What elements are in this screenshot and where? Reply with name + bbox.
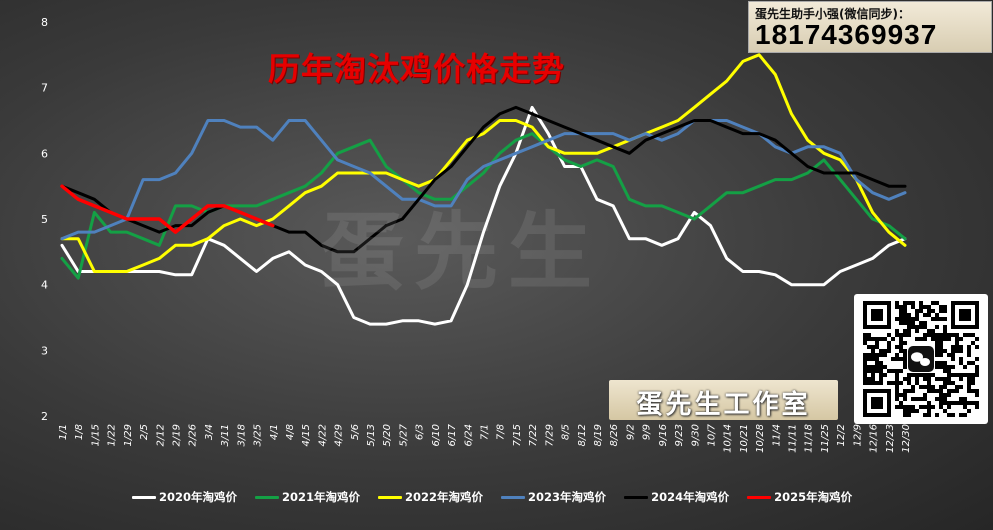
- x-tick-label: 10/14: [723, 424, 734, 453]
- x-tick-label: 4/15: [301, 424, 312, 446]
- series-line: [60, 53, 907, 273]
- x-tick-label: 12/16: [869, 424, 880, 453]
- x-tick-label: 5/13: [366, 424, 377, 446]
- x-tick-label: 1/22: [107, 424, 118, 446]
- x-tick-label: 5/27: [398, 423, 409, 446]
- contact-label: 蛋先生助手小强(微信同步)：: [755, 7, 910, 21]
- contact-box: 蛋先生助手小强(微信同步)： 18174369937: [748, 1, 992, 53]
- x-tick-label: 6/3: [415, 424, 426, 440]
- x-tick-label: 3/11: [220, 424, 231, 446]
- legend-label: 2025年淘鸡价: [774, 490, 853, 504]
- x-tick-label: 9/9: [642, 424, 653, 440]
- chart-legend: 2020年淘鸡价 2021年淘鸡价 2022年淘鸡价 2023年淘鸡价 2024年淘鸡价…: [132, 489, 870, 505]
- x-tick-label: 6/24: [463, 424, 474, 446]
- legend-item: 2020年淘鸡价: [132, 489, 237, 505]
- legend-swatch: [378, 495, 403, 499]
- series-line: [60, 119, 907, 241]
- contact-phone: 18174369937: [755, 19, 938, 50]
- legend-label: 2021年淘鸡价: [282, 490, 361, 504]
- legend-swatch: [255, 495, 280, 499]
- legend-label: 2024年淘鸡价: [651, 490, 730, 504]
- x-tick-label: 1/8: [74, 424, 85, 440]
- y-tick-label: 5: [41, 213, 48, 226]
- x-tick-label: 1/15: [90, 424, 101, 446]
- x-tick-label: 11/25: [820, 424, 831, 453]
- legend-label: 2023年淘鸡价: [528, 490, 607, 504]
- x-tick-label: 1/29: [123, 424, 134, 446]
- x-tick-label: 6/10: [431, 424, 442, 446]
- x-tick-label: 2/5: [139, 424, 150, 440]
- legend-label: 2020年淘鸡价: [159, 490, 238, 504]
- studio-label: 蛋先生工作室: [636, 390, 811, 420]
- x-tick-label: 9/23: [674, 424, 685, 446]
- x-tick-label: 1/1: [58, 424, 69, 440]
- chart-title: 历年淘汰鸡价格走势: [268, 50, 566, 88]
- x-tick-label: 4/29: [334, 424, 345, 446]
- y-tick-label: 7: [41, 82, 48, 95]
- legend-swatch: [132, 495, 156, 499]
- legend-swatch: [624, 495, 649, 499]
- x-tick-label: 2/12: [155, 424, 166, 446]
- y-tick-label: 6: [41, 147, 48, 160]
- x-tick-label: 8/5: [561, 424, 572, 440]
- x-tick-label: 10/21: [739, 424, 750, 453]
- y-tick-label: 2: [41, 410, 48, 423]
- series-line: [60, 184, 275, 234]
- x-tick-label: 11/4: [771, 424, 782, 446]
- x-tick-label: 7/29: [544, 424, 555, 446]
- qr-code-icon: [863, 301, 979, 417]
- legend-item: 2023年淘鸡价: [501, 489, 606, 505]
- legend-label: 2022年淘鸡价: [405, 490, 484, 504]
- x-tick-label: 11/18: [804, 424, 815, 453]
- qr-code-image: [854, 294, 988, 424]
- x-tick-label: 12/9: [852, 424, 863, 446]
- legend-item: 2022年淘鸡价: [378, 489, 483, 505]
- x-tick-label: 12/23: [885, 424, 896, 453]
- legend-item: 2024年淘鸡价: [624, 489, 729, 505]
- x-tick-label: 11/11: [788, 424, 799, 453]
- x-tick-label: 5/20: [382, 424, 393, 446]
- x-tick-label: 7/1: [480, 424, 491, 440]
- legend-item: 2025年淘鸡价: [747, 489, 852, 505]
- series-line: [60, 105, 907, 326]
- x-tick-label: 4/22: [317, 424, 328, 446]
- x-tick-label: 4/8: [285, 424, 296, 440]
- legend-item: 2021年淘鸡价: [255, 489, 360, 505]
- y-tick-label: 3: [41, 344, 48, 357]
- x-tick-label: 7/15: [512, 424, 523, 446]
- series-line: [60, 105, 907, 254]
- x-tick-label: 8/12: [577, 424, 588, 446]
- x-tick-label: 9/16: [658, 424, 669, 446]
- x-tick-label: 5/6: [350, 424, 361, 440]
- x-tick-label: 10/28: [755, 424, 766, 453]
- y-tick-label: 8: [41, 16, 48, 29]
- x-tick-label: 8/26: [609, 424, 620, 446]
- x-tick-label: 2/19: [171, 424, 182, 446]
- studio-banner: 蛋先生工作室: [609, 380, 838, 420]
- x-tick-label: 9/2: [625, 424, 636, 440]
- x-tick-label: 10/7: [706, 423, 717, 446]
- legend-swatch: [747, 495, 772, 499]
- x-tick-label: 7/8: [496, 424, 507, 440]
- x-tick-label: 2/26: [188, 424, 199, 446]
- x-tick-label: 7/22: [528, 424, 539, 446]
- y-tick-label: 4: [41, 279, 48, 292]
- x-tick-label: 3/4: [204, 424, 215, 440]
- x-tick-label: 6/17: [447, 423, 458, 446]
- x-tick-label: 4/1: [269, 424, 280, 440]
- watermark-text: 蛋先生: [320, 203, 603, 301]
- x-tick-label: 12/30: [901, 424, 912, 453]
- x-tick-label: 12/2: [836, 424, 847, 446]
- x-tick-label: 3/25: [253, 424, 264, 446]
- x-tick-label: 8/19: [593, 424, 604, 446]
- x-tick-label: 9/30: [690, 424, 701, 446]
- legend-swatch: [501, 495, 526, 499]
- x-tick-label: 3/18: [236, 424, 247, 446]
